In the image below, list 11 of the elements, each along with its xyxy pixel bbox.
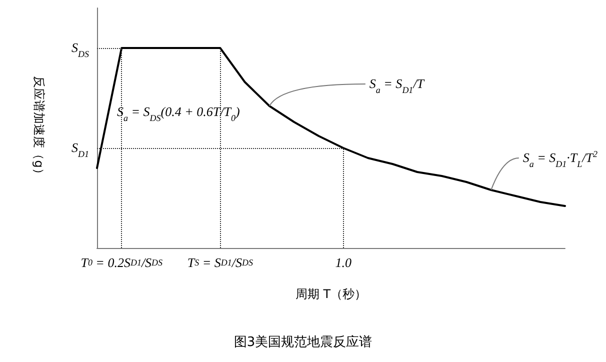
x-tick-label: T0 = 0.2SD1/SDS <box>80 255 164 270</box>
annotation: S$_{a}$ = S$_{DS}$(0.4 + 0.6T/T$_{0}$) <box>117 104 240 123</box>
y-axis-title: 反应谱加速度（g） <box>32 76 46 180</box>
x-axis-title: 周期 T（秒） <box>295 287 367 301</box>
text: 图3美国规范地震反应谱 <box>234 334 372 350</box>
annotation: S$_{a}$ = S$_{D1}$·T$_{L}$/T$^{2}$ <box>522 149 598 169</box>
x-tick-label: TS = SD1/SDS <box>187 255 254 270</box>
ref-line-label: S$_{DS}$ <box>72 40 90 59</box>
annotation: S$_{a}$ = S$_{D1}$/T <box>369 76 425 95</box>
ref-line-label: S$_{D1}$ <box>72 140 89 159</box>
x-tick-label: 1.0 <box>335 255 352 270</box>
